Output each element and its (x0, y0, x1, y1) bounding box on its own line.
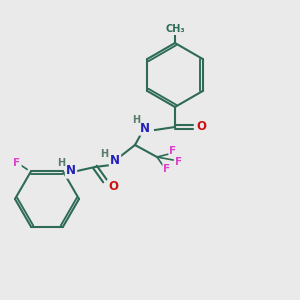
Text: F: F (176, 157, 183, 167)
Text: F: F (14, 158, 21, 168)
Text: H: H (132, 115, 140, 125)
Text: CH₃: CH₃ (165, 24, 185, 34)
Text: N: N (66, 164, 76, 178)
Text: N: N (110, 154, 120, 167)
Text: O: O (108, 181, 118, 194)
Text: H: H (100, 149, 108, 159)
Text: N: N (140, 122, 150, 134)
Text: F: F (164, 164, 171, 174)
Text: O: O (196, 121, 206, 134)
Text: F: F (169, 146, 177, 156)
Text: H: H (57, 158, 65, 168)
